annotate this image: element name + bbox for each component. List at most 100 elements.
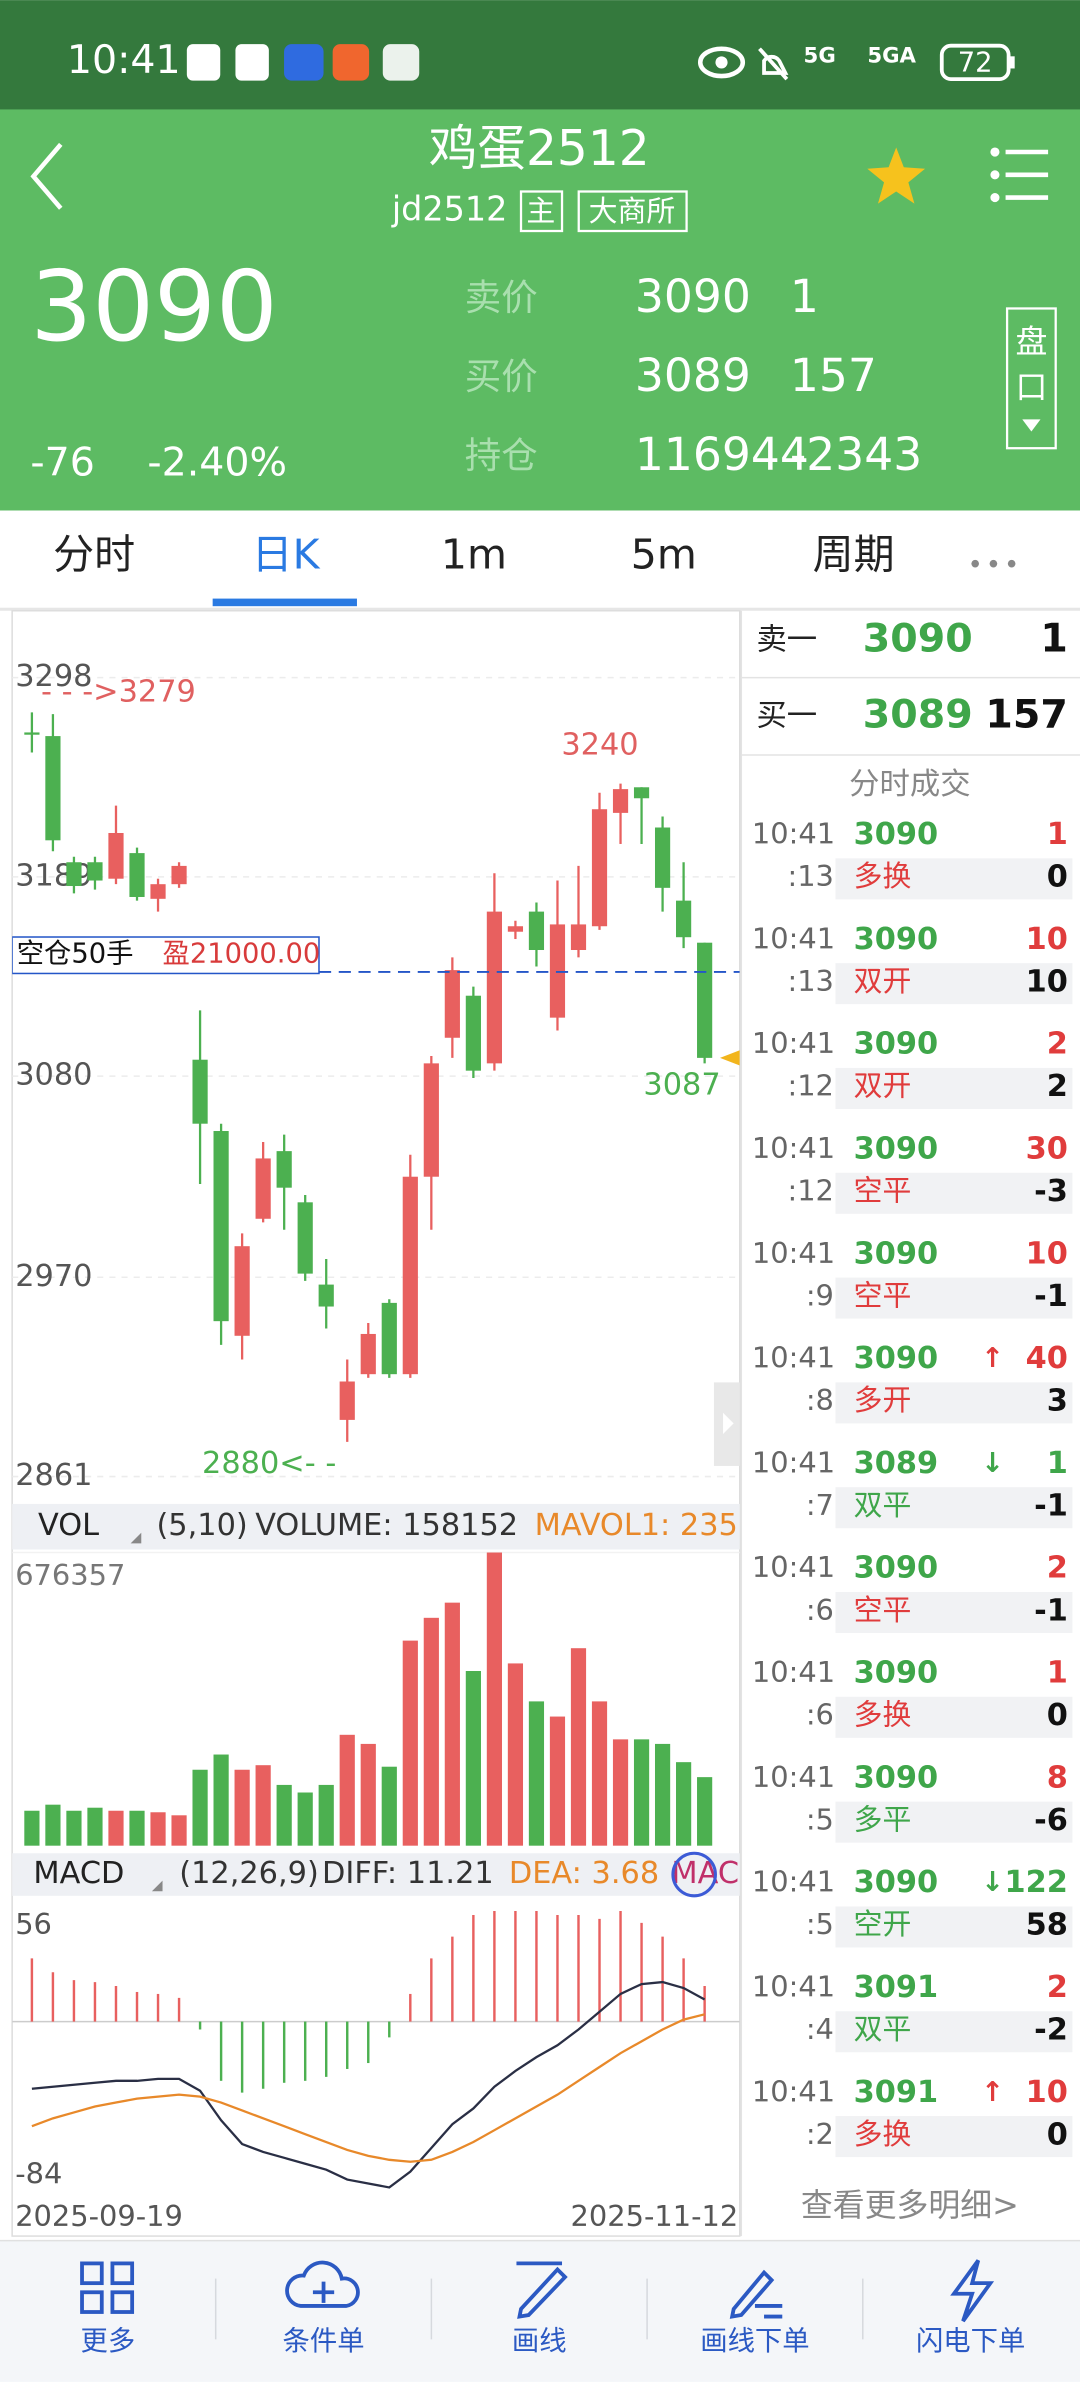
more-link[interactable]: 查看更多明细> — [801, 2186, 1019, 2224]
quote-price: 3090 — [635, 270, 751, 323]
candle-body — [87, 862, 103, 881]
volume-bar — [129, 1810, 145, 1846]
back-button[interactable] — [30, 142, 63, 210]
candle-body — [591, 809, 608, 927]
trade-row-bg — [835, 1277, 1073, 1319]
candle-body — [360, 1333, 376, 1375]
trade-time: 10:41 — [752, 1655, 835, 1689]
volume-bar — [87, 1807, 103, 1846]
candle-body — [465, 995, 481, 1071]
trade-arrow: ↓ — [981, 1867, 1004, 1898]
trade-volume: 1 — [1047, 1656, 1068, 1691]
candle-body — [318, 1284, 334, 1307]
book-price: 3089 — [863, 692, 973, 738]
dea-line — [31, 2013, 705, 2163]
trade-type: 双平 — [854, 1488, 912, 1522]
trade-change: 10 — [1026, 964, 1068, 999]
trade-change: 2 — [1047, 1069, 1068, 1104]
volume-bar — [444, 1602, 460, 1846]
trade-row-bg — [835, 1696, 1073, 1738]
trade-volume: 8 — [1047, 1760, 1068, 1795]
trade-sec: :6 — [806, 1593, 834, 1627]
tab: 日K — [252, 531, 321, 579]
volume-bar — [45, 1804, 61, 1846]
trade-volume: 122 — [1004, 1865, 1067, 1900]
trade-price: 3090 — [854, 1341, 938, 1376]
trade-price: 3091 — [854, 2075, 938, 2110]
volume-bar — [486, 1552, 502, 1846]
indicator-value: DEA: 3.68 — [509, 1856, 659, 1891]
tab-bar — [0, 510, 1080, 608]
volume-bar — [507, 1663, 524, 1846]
more-tabs[interactable] — [971, 559, 1016, 568]
diff-line — [31, 1980, 706, 2189]
trade-volume: 10 — [1026, 1236, 1068, 1271]
nav-item[interactable]: 条件单 — [283, 2326, 365, 2357]
candle-body — [654, 827, 671, 888]
trade-type: 双平 — [854, 2012, 912, 2046]
volume-bar — [612, 1739, 629, 1846]
volume-bar — [213, 1754, 229, 1846]
x-tick-label: 2025-09-19 — [15, 2199, 183, 2233]
volume-bar — [402, 1640, 418, 1846]
clock: 10:41 — [67, 37, 181, 83]
y-tick-label: 676357 — [15, 1558, 125, 1592]
trade-price: 3091 — [854, 1970, 938, 2005]
candle-body — [423, 1063, 439, 1177]
trade-time: 10:41 — [752, 1760, 835, 1794]
refresh-icon — [671, 1851, 717, 1898]
trade-volume: 2 — [1047, 1970, 1068, 2005]
trade-arrow: ↑ — [981, 2077, 1004, 2108]
trade-row-bg — [835, 1906, 1073, 1948]
trade-change: -1 — [1034, 1593, 1068, 1628]
indicator-value: MAC — [671, 1856, 739, 1891]
trade-row-bg — [835, 1592, 1073, 1634]
menu-button[interactable] — [990, 147, 1049, 203]
tab-indicator — [212, 598, 357, 607]
tab: 周期 — [813, 531, 895, 579]
volume-bar — [255, 1765, 271, 1846]
contract-code: jd2512 — [391, 190, 508, 229]
indicator-value: DIFF: 11.21 — [322, 1856, 494, 1891]
book-qty: 1 — [1040, 616, 1067, 662]
position-pnl: 盈21000.00 — [163, 939, 321, 970]
nav-item[interactable]: 画线 — [512, 2326, 567, 2357]
indicator-name: VOL — [38, 1508, 99, 1543]
trade-type: 空平 — [854, 1174, 912, 1208]
trade-change: -1 — [1034, 1488, 1068, 1523]
candle-body — [486, 911, 502, 1064]
nav-item[interactable]: 闪电下单 — [916, 2326, 1025, 2357]
nav-item[interactable]: 画线下单 — [700, 2326, 809, 2357]
divider — [0, 607, 1080, 611]
volume-bar — [591, 1701, 608, 1846]
y-tick-label: 3080 — [15, 1058, 92, 1093]
volume-bar — [234, 1769, 250, 1846]
side-button[interactable] — [1005, 307, 1057, 450]
trade-time: 10:41 — [752, 1445, 835, 1479]
trade-arrow: ↓ — [981, 1448, 1004, 1479]
trade-price: 3090 — [854, 817, 938, 852]
nav-item[interactable]: 更多 — [81, 2326, 136, 2357]
status-icons — [186, 43, 1015, 82]
trade-sec: :13 — [787, 859, 833, 893]
trade-price: 3090 — [854, 922, 938, 957]
trade-price: 3090 — [854, 1027, 938, 1062]
trade-type: 多平 — [854, 1802, 912, 1836]
trade-sec: :2 — [806, 2117, 834, 2151]
last-price: 3090 — [30, 250, 277, 363]
quote-price: 3089 — [635, 349, 751, 402]
volume-bar — [423, 1617, 439, 1846]
volume-bar — [339, 1734, 355, 1846]
tag-box — [577, 190, 688, 233]
trade-sec: :5 — [806, 1802, 834, 1836]
trade-change: -3 — [1034, 1174, 1068, 1209]
favorite-star[interactable] — [867, 147, 926, 204]
trade-change: 3 — [1047, 1384, 1068, 1419]
trade-type: 空平 — [854, 1278, 912, 1312]
trade-type: 空开 — [854, 1907, 912, 1941]
trade-time: 10:41 — [752, 1969, 835, 2003]
y-tick-label: 2861 — [15, 1458, 92, 1493]
trade-type: 空平 — [854, 1593, 912, 1627]
